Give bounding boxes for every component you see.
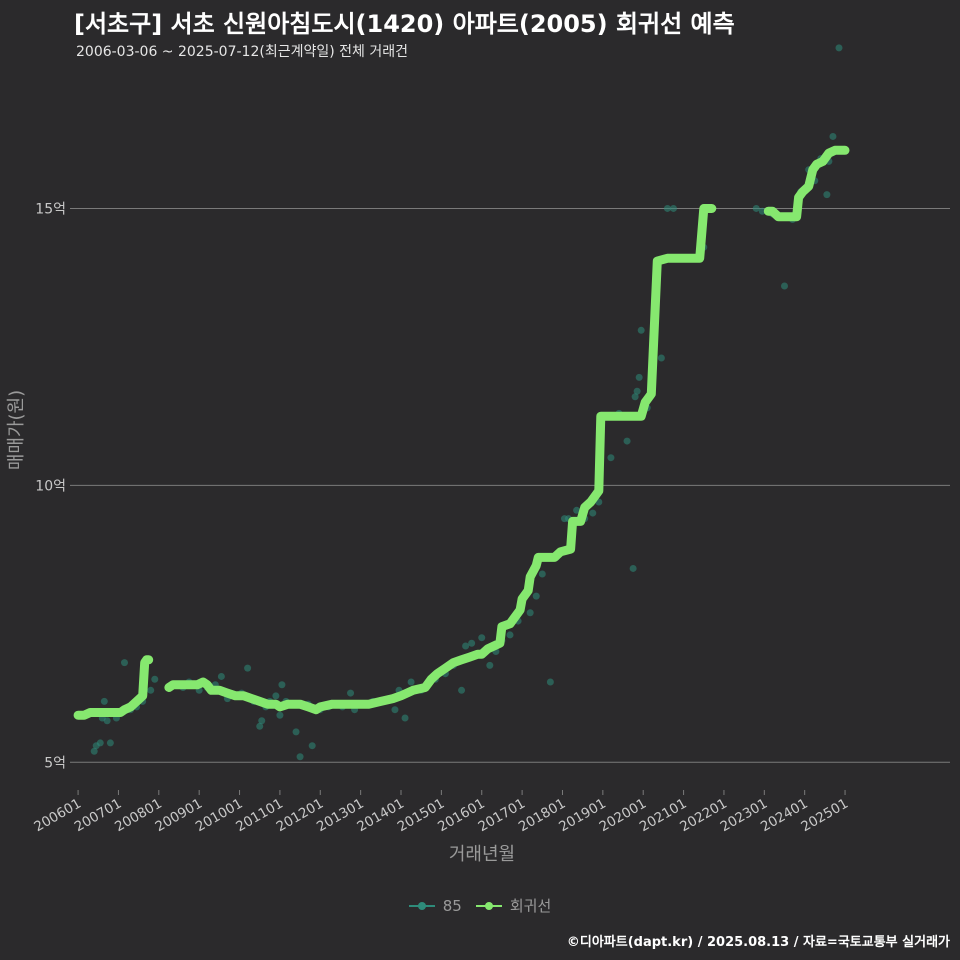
scatter-point bbox=[96, 739, 104, 747]
legend-key-85-icon bbox=[408, 896, 435, 916]
regression-line-segment bbox=[73, 655, 154, 720]
x-axis-ticks: 2006012007012008012009012010012011012012… bbox=[31, 790, 851, 835]
scatter-point bbox=[468, 639, 476, 647]
scatter-point bbox=[631, 393, 639, 401]
legend-label-regression: 회귀선 bbox=[509, 897, 552, 915]
scatter-point bbox=[835, 44, 843, 52]
scatter-point bbox=[829, 132, 837, 140]
scatter-point bbox=[486, 661, 494, 669]
scatter-point bbox=[244, 664, 252, 672]
scatter-point bbox=[780, 282, 788, 290]
scatter-point bbox=[607, 454, 615, 462]
scatter-point bbox=[635, 373, 643, 381]
legend-item-85: 85 bbox=[408, 896, 462, 916]
regression-series bbox=[73, 145, 850, 720]
scatter-point bbox=[478, 634, 486, 642]
scatter-point bbox=[278, 681, 286, 689]
scatter-point bbox=[526, 609, 534, 617]
legend: 85 회귀선 bbox=[0, 895, 960, 916]
scatter-point bbox=[532, 592, 540, 600]
scatter-point bbox=[669, 204, 677, 212]
scatter-point bbox=[506, 631, 514, 639]
scatter-point bbox=[637, 326, 645, 334]
y-tick-label: 5억 bbox=[44, 755, 66, 771]
y-tick-label: 15억 bbox=[35, 201, 66, 217]
scatter-point bbox=[401, 714, 409, 722]
y-axis-label: 매매가(원) bbox=[6, 390, 27, 470]
scatter-point bbox=[623, 437, 631, 445]
chart-subtitle: 2006-03-06 ~ 2025-07-12(최근계약일) 전체 거래건 bbox=[76, 44, 408, 60]
scatter-point bbox=[573, 506, 581, 514]
scatter-point bbox=[258, 717, 266, 725]
scatter-point bbox=[462, 642, 470, 650]
scatter-point bbox=[347, 689, 355, 697]
scatter-point bbox=[758, 207, 766, 215]
scatter-point bbox=[276, 711, 284, 719]
scatter-point bbox=[103, 717, 111, 725]
scatter-point bbox=[90, 747, 98, 755]
scatter-point bbox=[256, 722, 264, 730]
scatter-point bbox=[657, 354, 665, 362]
scatter-point bbox=[546, 678, 554, 686]
scatter-point bbox=[151, 675, 159, 683]
chart-title: [서초구] 서초 신원아침도시(1420) 아파트(2005) 회귀선 예측 bbox=[74, 10, 735, 38]
regression-line-segment bbox=[164, 204, 717, 715]
legend-label-85: 85 bbox=[442, 896, 462, 915]
scatter-point bbox=[458, 686, 466, 694]
legend-key-regression-icon bbox=[475, 896, 502, 916]
y-axis-ticks: 5억 10억 15억 bbox=[35, 201, 66, 771]
scatter-point bbox=[292, 728, 300, 736]
regression-line-segment bbox=[763, 145, 850, 222]
scatter-point bbox=[120, 659, 128, 667]
scatter-point bbox=[391, 706, 399, 714]
scatter-point bbox=[106, 739, 114, 747]
scatter-point bbox=[823, 191, 831, 199]
scatter-point bbox=[272, 692, 280, 700]
scatter-point bbox=[147, 686, 155, 694]
scatter-point bbox=[633, 387, 641, 395]
y-tick-label: 10억 bbox=[35, 478, 66, 494]
legend-item-regression: 회귀선 bbox=[475, 895, 552, 916]
source-caption: ©디아파트(dapt.kr) / 2025.08.13 / 자료=국토교통부 실… bbox=[566, 935, 950, 950]
grid-lines bbox=[70, 207, 950, 763]
scatter-point bbox=[538, 570, 546, 578]
x-tick-label: 202501 bbox=[798, 796, 851, 836]
scatter-point bbox=[629, 564, 637, 572]
scatter-point bbox=[100, 697, 108, 705]
scatter-point bbox=[296, 753, 304, 761]
scatter-point bbox=[407, 678, 415, 686]
scatter-point bbox=[217, 672, 225, 680]
scatter-series bbox=[82, 44, 843, 761]
scatter-point bbox=[308, 742, 316, 750]
scatter-point bbox=[589, 509, 597, 517]
scatter-point bbox=[663, 204, 671, 212]
x-axis-label: 거래년월 bbox=[449, 844, 515, 865]
scatter-point bbox=[752, 204, 760, 212]
